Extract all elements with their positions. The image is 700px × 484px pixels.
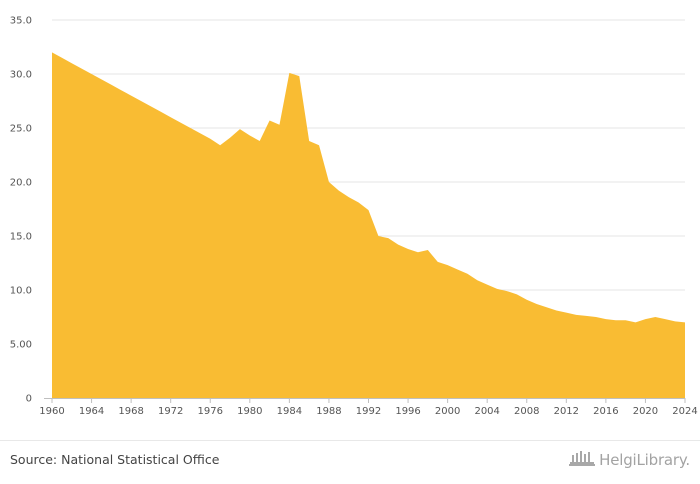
x-tick-label: 2000 (435, 406, 460, 417)
y-tick-label: 10.0 (10, 286, 32, 297)
y-axis: 0 5.00 10.0 15.0 20.0 25.0 30.0 35.0 (10, 16, 32, 405)
x-tick-label: 2024 (672, 406, 697, 417)
y-tick-label: 20.0 (10, 178, 32, 189)
x-tick-label: 1968 (118, 406, 143, 417)
x-tick-label: 1996 (395, 406, 420, 417)
x-tick-label: 1992 (356, 406, 381, 417)
y-tick-label: 0 (26, 394, 32, 405)
helgi-library-icon (569, 449, 596, 471)
helgi-library-logo[interactable]: HelgiLibrary. (569, 449, 690, 471)
y-tick-label: 15.0 (10, 232, 32, 243)
x-tick-label: 1964 (79, 406, 104, 417)
y-tick-label: 30.0 (10, 70, 32, 81)
x-tick-label: 1972 (158, 406, 183, 417)
y-tick-label: 25.0 (10, 124, 32, 135)
x-tick-label: 2004 (474, 406, 499, 417)
y-tick-label: 5.00 (10, 340, 32, 351)
x-tick-label: 2020 (633, 406, 658, 417)
x-tick-label: 1988 (316, 406, 341, 417)
area-series (52, 52, 685, 399)
x-tick-label: 1980 (237, 406, 262, 417)
y-tick-label: 35.0 (10, 16, 32, 27)
x-tick-label: 1960 (39, 406, 64, 417)
source-text: Source: National Statistical Office (10, 452, 220, 467)
x-axis: 1960 1964 1968 1972 1976 1980 1984 1988 1992 1996… (39, 398, 698, 417)
x-tick-label: 1984 (277, 406, 302, 417)
chart-footer: Source: National Statistical Office Helg… (0, 440, 700, 484)
area-series-fill (52, 52, 685, 399)
x-tick-label: 2016 (593, 406, 618, 417)
x-tick-label: 2012 (554, 406, 579, 417)
x-tick-label: 1976 (198, 406, 223, 417)
logo-text: HelgiLibrary. (599, 451, 690, 469)
x-tick-label: 2008 (514, 406, 539, 417)
